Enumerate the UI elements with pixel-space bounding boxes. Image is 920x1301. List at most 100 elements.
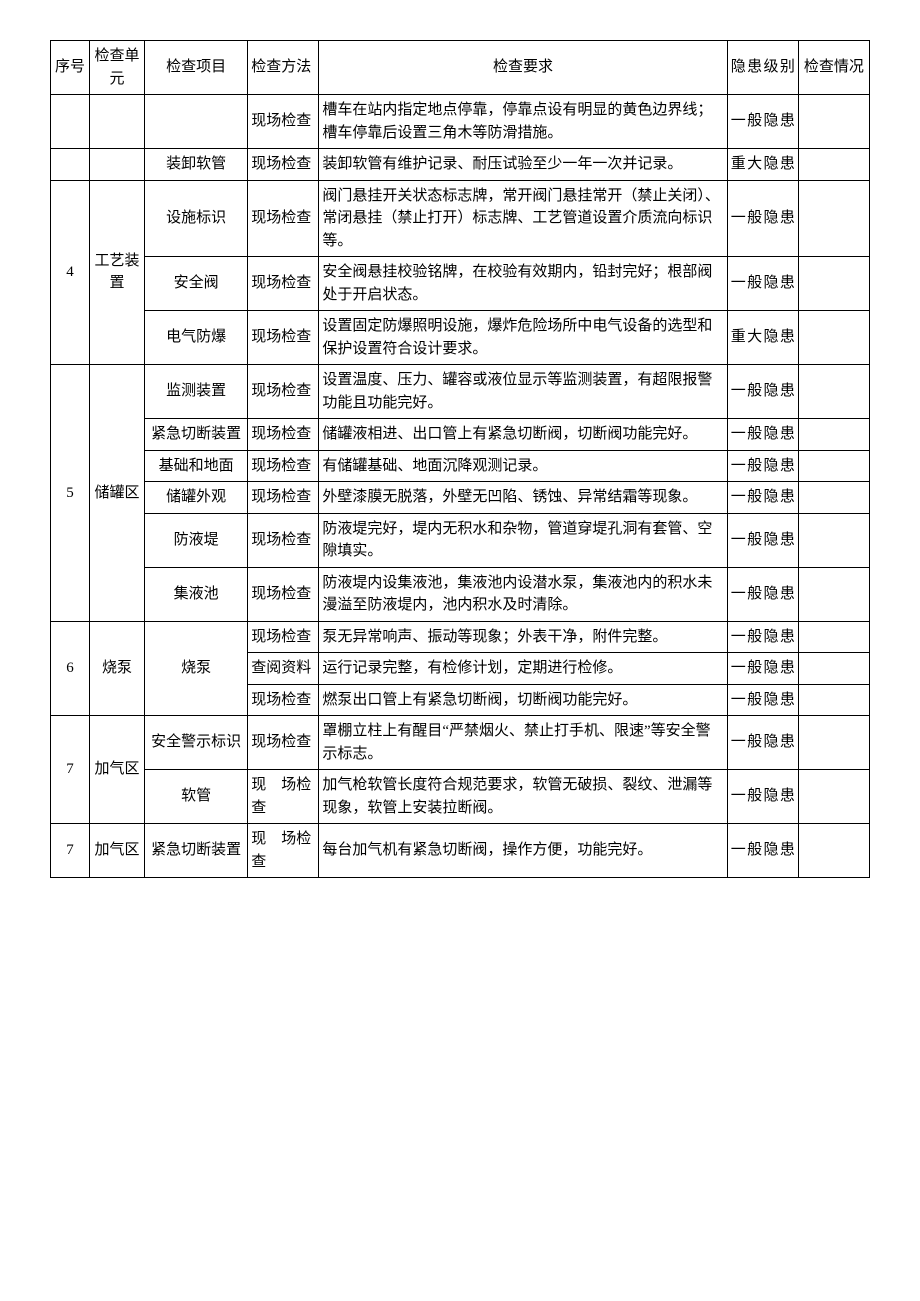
cell-status [798,684,869,716]
cell-item: 设施标识 [145,180,248,257]
inspection-table: 序号 检查单元 检查项目 检查方法 检查要求 隐患级别 检查情况 现场检查槽车在… [50,40,870,878]
cell-status [798,149,869,181]
cell-method: 现场检查 [248,180,319,257]
cell-status [798,716,869,770]
cell-item: 储罐外观 [145,482,248,514]
cell-req: 加气枪软管长度符合规范要求，软管无破损、裂纹、泄漏等现象，软管上安装拉断阀。 [319,770,727,824]
cell-status [798,513,869,567]
cell-method: 现场检查 [248,419,319,451]
cell-method: 现场检查 [248,365,319,419]
cell-method: 现场检查 [248,482,319,514]
cell-status [798,824,869,878]
cell-level: 一般隐患 [727,770,798,824]
cell-method: 现场检查 [248,95,319,149]
cell-level: 一般隐患 [727,513,798,567]
cell-unit: 加气区 [89,824,144,878]
cell-status [798,653,869,685]
cell-method: 现场检查 [248,257,319,311]
cell-item: 软管 [145,770,248,824]
table-row: 紧急切断装置现场检查储罐液相进、出口管上有紧急切断阀，切断阀功能完好。一般隐患 [51,419,870,451]
cell-status [798,450,869,482]
cell-method: 现场检查 [248,513,319,567]
cell-level: 一般隐患 [727,180,798,257]
table-row: 储罐外观现场检查外壁漆膜无脱落，外壁无凹陷、锈蚀、异常结霜等现象。一般隐患 [51,482,870,514]
cell-unit: 加气区 [89,716,144,824]
cell-item: 烧泵 [145,621,248,716]
cell-level: 一般隐患 [727,824,798,878]
cell-item: 基础和地面 [145,450,248,482]
cell-seq: 7 [51,716,90,824]
cell-seq: 5 [51,365,90,622]
cell-req: 设置温度、压力、罐容或液位显示等监测装置，有超限报警功能且功能完好。 [319,365,727,419]
col-header-level: 隐患级别 [727,41,798,95]
cell-level: 重大隐患 [727,149,798,181]
cell-req: 运行记录完整，有检修计划，定期进行检修。 [319,653,727,685]
cell-level: 一般隐患 [727,567,798,621]
cell-status [798,257,869,311]
cell-status [798,482,869,514]
cell-level: 一般隐患 [727,95,798,149]
cell-status [798,95,869,149]
table-row: 软管现 场检查加气枪软管长度符合规范要求，软管无破损、裂纹、泄漏等现象，软管上安… [51,770,870,824]
cell-seq: 7 [51,824,90,878]
cell-method: 现场检查 [248,684,319,716]
cell-status [798,311,869,365]
table-row: 现场检查槽车在站内指定地点停靠，停靠点设有明显的黄色边界线；槽车停靠后设置三角木… [51,95,870,149]
cell-unit: 烧泵 [89,621,144,716]
table-row: 7加气区紧急切断装置现 场检查每台加气机有紧急切断阀，操作方便，功能完好。一般隐… [51,824,870,878]
cell-item: 监测装置 [145,365,248,419]
cell-req: 防液堤完好，堤内无积水和杂物，管道穿堤孔洞有套管、空隙填实。 [319,513,727,567]
table-row: 装卸软管现场检查装卸软管有维护记录、耐压试验至少一年一次并记录。重大隐患 [51,149,870,181]
col-header-seq: 序号 [51,41,90,95]
cell-method: 现 场检查 [248,770,319,824]
cell-seq: 6 [51,621,90,716]
cell-level: 重大隐患 [727,311,798,365]
cell-req: 防液堤内设集液池，集液池内设潜水泵，集液池内的积水未漫溢至防液堤内，池内积水及时… [319,567,727,621]
table-row: 集液池现场检查防液堤内设集液池，集液池内设潜水泵，集液池内的积水未漫溢至防液堤内… [51,567,870,621]
cell-method: 现 场检查 [248,824,319,878]
cell-req: 储罐液相进、出口管上有紧急切断阀，切断阀功能完好。 [319,419,727,451]
cell-status [798,770,869,824]
cell-unit: 储罐区 [89,365,144,622]
cell-method: 现场检查 [248,311,319,365]
cell-unit: 工艺装置 [89,180,144,365]
table-row: 7加气区安全警示标识现场检查罩棚立柱上有醒目“严禁烟火、禁止打手机、限速”等安全… [51,716,870,770]
cell-level: 一般隐患 [727,419,798,451]
cell-status [798,567,869,621]
cell-item: 电气防爆 [145,311,248,365]
cell-status [798,180,869,257]
cell-req: 阀门悬挂开关状态标志牌，常开阀门悬挂常开（禁止关闭）、常闭悬挂（禁止打开）标志牌… [319,180,727,257]
cell-req: 罩棚立柱上有醒目“严禁烟火、禁止打手机、限速”等安全警示标志。 [319,716,727,770]
cell-level: 一般隐患 [727,684,798,716]
cell-item: 紧急切断装置 [145,419,248,451]
cell-req: 外壁漆膜无脱落，外壁无凹陷、锈蚀、异常结霜等现象。 [319,482,727,514]
cell-seq [51,149,90,181]
cell-req: 设置固定防爆照明设施，爆炸危险场所中电气设备的选型和保护设置符合设计要求。 [319,311,727,365]
cell-level: 一般隐患 [727,653,798,685]
table-row: 安全阀现场检查安全阀悬挂校验铭牌，在校验有效期内，铅封完好；根部阀处于开启状态。… [51,257,870,311]
cell-req: 燃泵出口管上有紧急切断阀，切断阀功能完好。 [319,684,727,716]
cell-req: 泵无异常响声、振动等现象；外表干净，附件完整。 [319,621,727,653]
cell-level: 一般隐患 [727,365,798,419]
cell-item: 安全警示标识 [145,716,248,770]
col-header-item: 检查项目 [145,41,248,95]
cell-req: 每台加气机有紧急切断阀，操作方便，功能完好。 [319,824,727,878]
cell-item: 装卸软管 [145,149,248,181]
cell-unit [89,149,144,181]
cell-unit [89,95,144,149]
cell-level: 一般隐患 [727,257,798,311]
col-header-status: 检查情况 [798,41,869,95]
col-header-method: 检查方法 [248,41,319,95]
cell-req: 安全阀悬挂校验铭牌，在校验有效期内，铅封完好；根部阀处于开启状态。 [319,257,727,311]
cell-status [798,621,869,653]
cell-level: 一般隐患 [727,482,798,514]
cell-req: 有储罐基础、地面沉降观测记录。 [319,450,727,482]
cell-method: 现场检查 [248,567,319,621]
cell-level: 一般隐患 [727,621,798,653]
cell-item: 安全阀 [145,257,248,311]
cell-item: 紧急切断装置 [145,824,248,878]
cell-seq: 4 [51,180,90,365]
cell-item: 集液池 [145,567,248,621]
cell-level: 一般隐患 [727,450,798,482]
cell-method: 现场检查 [248,716,319,770]
